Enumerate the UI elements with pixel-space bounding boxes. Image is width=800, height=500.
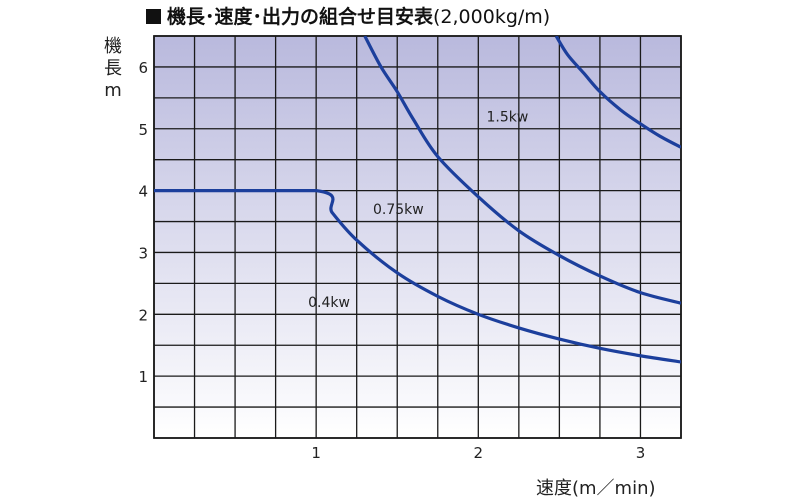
y-tick-label: 4 bbox=[138, 183, 148, 201]
x-tick-label: 2 bbox=[474, 444, 484, 462]
y-tick-label: 3 bbox=[138, 244, 148, 262]
grid-lines bbox=[153, 35, 682, 439]
series-line-0.75kw bbox=[363, 36, 681, 305]
series-line-0.4kw bbox=[154, 189, 681, 364]
curve-labels: 0.4kw 0.75kw 1.5kw bbox=[308, 109, 528, 311]
plot-frame bbox=[153, 35, 682, 439]
y-tick-label: 6 bbox=[138, 59, 148, 77]
y-axis-label-char: 機 bbox=[104, 36, 122, 57]
y-tick-label: 1 bbox=[138, 368, 148, 386]
curve-label: 0.4kw bbox=[308, 295, 350, 311]
curve-label: 0.75kw bbox=[373, 202, 424, 218]
chart-title: 機長･速度･出力の組合せ目安表(2,000kg/m) bbox=[146, 2, 550, 29]
x-tick-label: 3 bbox=[636, 444, 646, 462]
y-tick-label: 5 bbox=[138, 121, 148, 139]
series-lines bbox=[154, 36, 681, 364]
y-axis-label-unit: m bbox=[104, 80, 122, 101]
series-line-1.5kw bbox=[554, 36, 681, 149]
tick-labels: 1 2 3 1 2 3 4 5 6 bbox=[138, 59, 645, 462]
y-axis-label-char: 長 bbox=[104, 58, 122, 79]
title-main: 機長･速度･出力の組合せ目安表 bbox=[167, 6, 434, 28]
title-sub: (2,000kg/m) bbox=[433, 6, 551, 28]
y-axis-label: 機 長 m bbox=[98, 36, 128, 102]
plot-background bbox=[154, 36, 681, 438]
x-tick-label: 1 bbox=[311, 444, 321, 462]
y-tick-label: 2 bbox=[138, 306, 148, 324]
curve-label: 1.5kw bbox=[487, 109, 529, 125]
x-axis-label: 速度(m／min) bbox=[536, 478, 656, 499]
title-square-icon bbox=[146, 9, 161, 24]
